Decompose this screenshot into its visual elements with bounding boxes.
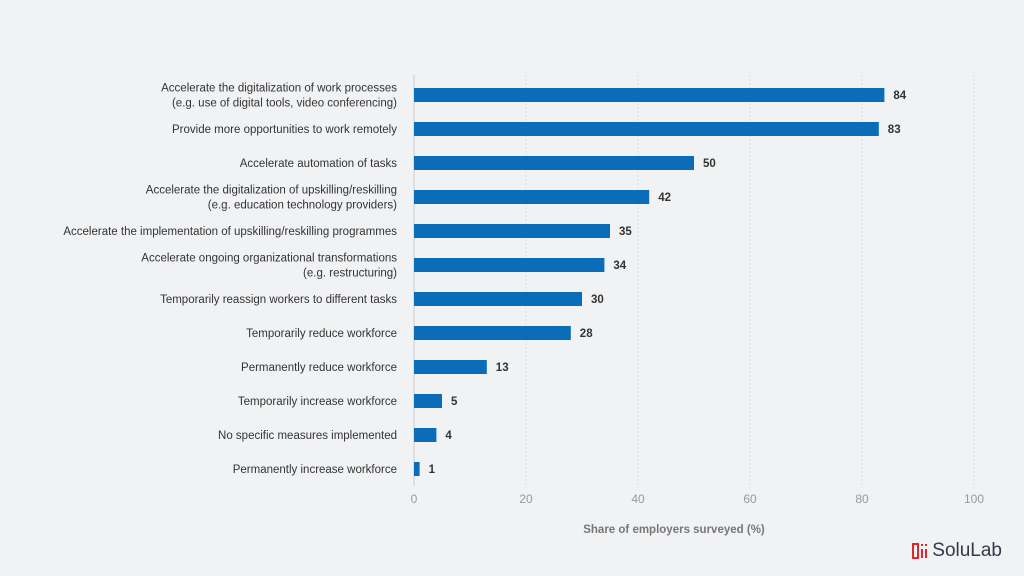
category-label: Accelerate the implementation of upskill… [63,226,397,238]
data-label: 5 [451,396,458,408]
x-tick-label: 0 [411,492,418,506]
category-label: Accelerate ongoing organizational transf… [141,253,397,265]
data-label: 13 [496,362,509,374]
data-label: 50 [703,158,716,170]
bar [414,326,571,340]
x-tick-label: 60 [743,492,757,506]
x-tick-label: 40 [631,492,645,506]
bar [414,122,879,136]
bar [414,190,650,204]
bar [414,394,442,408]
bar [414,224,610,238]
category-label: Accelerate automation of tasks [240,158,397,170]
solulab-logo-icon [912,543,928,559]
bar [414,428,437,442]
category-label: Permanently reduce workforce [241,362,397,374]
category-label: (e.g. restructuring) [303,268,397,280]
bar [414,156,694,170]
bar [414,360,487,374]
category-label: Temporarily increase workforce [238,396,397,408]
x-tick-label: 100 [964,492,984,506]
category-label: (e.g. use of digital tools, video confer… [172,98,397,110]
data-label: 83 [888,124,901,136]
category-label: No specific measures implemented [218,430,397,442]
category-label: (e.g. education technology providers) [208,200,397,212]
category-label: Permanently increase workforce [233,464,397,476]
category-label: Temporarily reassign workers to differen… [160,294,397,306]
data-label: 35 [619,226,632,238]
solulab-logo: SoluLab [912,540,1002,562]
bar [414,462,420,476]
data-label: 28 [580,328,593,340]
bar [414,88,885,102]
data-label: 84 [893,90,906,102]
data-label: 42 [658,192,671,204]
x-tick-label: 20 [519,492,533,506]
x-tick-label: 80 [855,492,869,506]
category-label: Temporarily reduce workforce [246,328,397,340]
bar [414,258,605,272]
data-label: 30 [591,294,604,306]
category-label: Accelerate the digitalization of work pr… [161,83,397,95]
bar [414,292,582,306]
data-label: 1 [429,464,436,476]
category-label: Accelerate the digitalization of upskill… [146,185,397,197]
category-label: Provide more opportunities to work remot… [172,124,397,136]
data-label: 4 [445,430,452,442]
logo-text: SoluLab [932,540,1002,561]
data-label: 34 [613,260,626,272]
x-axis-title: Share of employers surveyed (%) [583,524,765,536]
